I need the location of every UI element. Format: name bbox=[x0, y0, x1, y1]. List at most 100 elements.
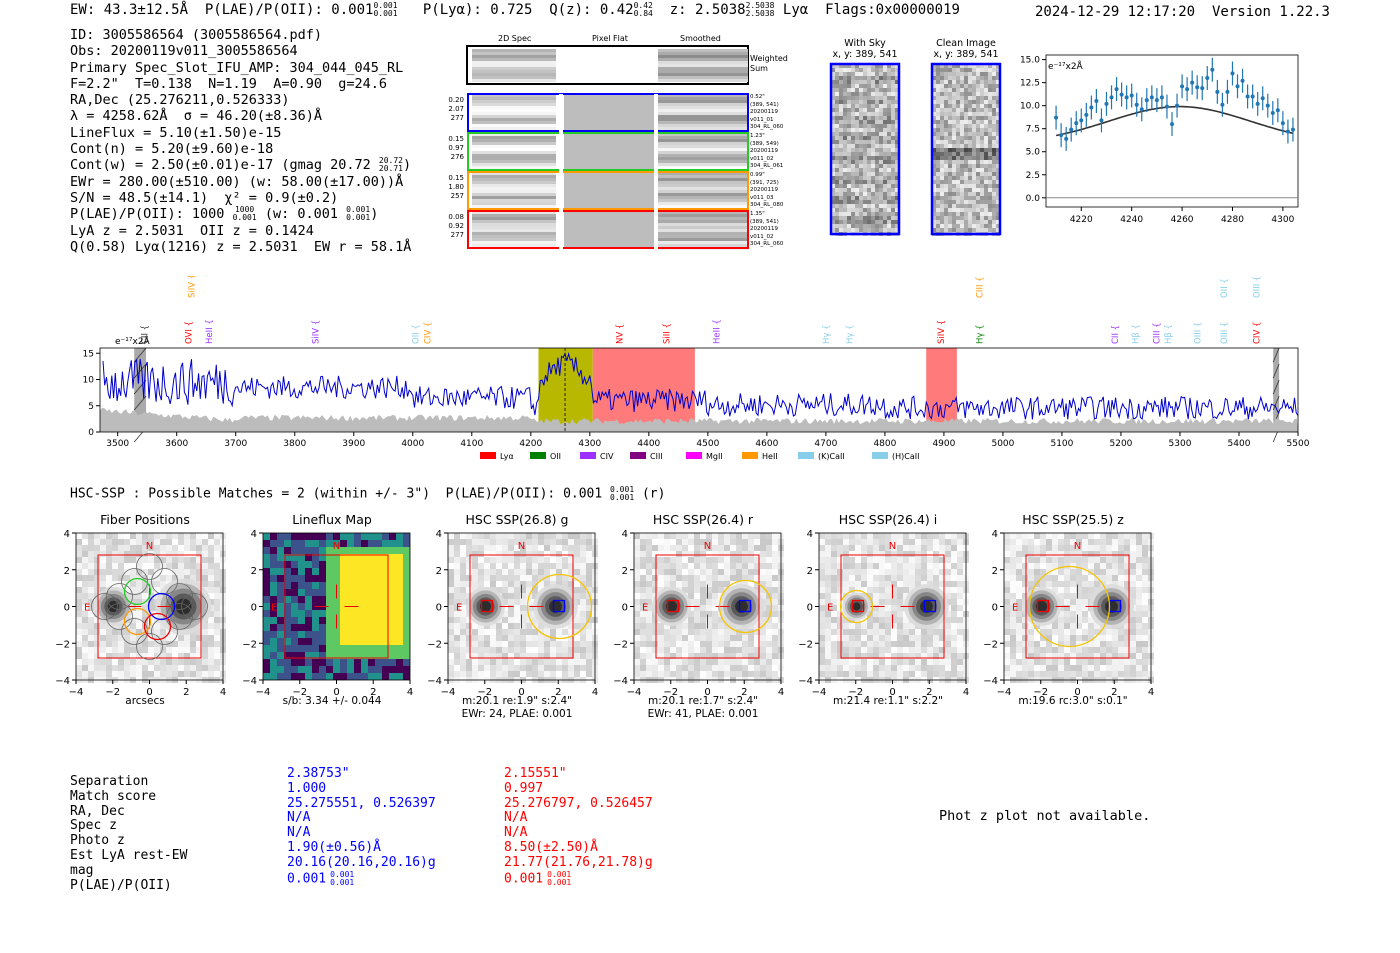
zoom-data-point bbox=[1149, 85, 1154, 110]
svg-text:−4: −4 bbox=[55, 676, 70, 687]
spectrum-line-label: Hγ { bbox=[975, 324, 985, 344]
zoom-data-point bbox=[1170, 112, 1174, 137]
spectrum-xtick: 5400 bbox=[1228, 439, 1251, 449]
info-fwhm: F=2.2" T=0.138 N=1.19 A=0.90 g=24.6 bbox=[70, 75, 387, 92]
with-sky-image bbox=[829, 62, 901, 236]
zoom-xtick: 4260 bbox=[1171, 215, 1194, 225]
spectrum-highlight-region bbox=[538, 348, 593, 432]
hsc-panel-1: N E −4 4 −2 2 0 0 2 −2 4 −4 bbox=[242, 530, 413, 698]
spectrum-line-label: OIII { bbox=[1253, 276, 1263, 298]
spectrum-xtick: 5000 bbox=[991, 439, 1014, 449]
spectrum-legend-item: HeII bbox=[742, 452, 778, 461]
match-table-label: Est LyA rest-EW bbox=[70, 847, 188, 863]
spectrum-xtick: 4800 bbox=[873, 439, 896, 449]
svg-text:0: 0 bbox=[333, 687, 339, 698]
zoom-data-point bbox=[1210, 57, 1215, 82]
zoom-data-point bbox=[1190, 70, 1195, 95]
hsc-panel-caption: m:20.1 re:1.7" s:2.4" EWr: 41, PLAE: 0.00… bbox=[647, 695, 759, 720]
match-table-value: 8.50(±2.50)Å bbox=[504, 839, 598, 855]
svg-text:−2: −2 bbox=[55, 639, 70, 650]
zoom-ytick: 12.5 bbox=[1020, 79, 1040, 89]
spectrum-legend-item: (K)CaII bbox=[798, 452, 845, 461]
match-table-value: N/A bbox=[504, 825, 528, 841]
svg-text:−4: −4 bbox=[256, 687, 271, 698]
info-sn: S/N = 48.5(±14.1) χ² = 0.9(±0.2) bbox=[70, 189, 339, 206]
hsc-panel-caption: m:19.6 rc:3.0" s:0.1" bbox=[1018, 695, 1128, 707]
spectrum-line-label: CIII { bbox=[975, 276, 985, 298]
svg-text:−4: −4 bbox=[627, 687, 642, 698]
zoom-ytick: 7.5 bbox=[1026, 125, 1040, 135]
zoom-data-point bbox=[1240, 68, 1245, 93]
svg-text:4: 4 bbox=[436, 530, 442, 540]
info-plae: P(LAE)/P(OII): 1000 1000 0.001 (w: 0.001 … bbox=[70, 205, 379, 223]
cutout-row-3 bbox=[467, 210, 749, 250]
zoom-ytick: 2.5 bbox=[1026, 171, 1040, 181]
svg-text:MgII: MgII bbox=[706, 452, 723, 461]
spectrum-noise-band bbox=[100, 407, 1298, 432]
spectrum-flux-line bbox=[102, 351, 1299, 420]
spectrum-legend-item: Lyα bbox=[480, 452, 514, 461]
zoom-data-point bbox=[1200, 76, 1205, 101]
svg-text:2: 2 bbox=[64, 566, 70, 577]
hsc-panel-caption: s/b: 3.34 +/- 0.044 bbox=[282, 695, 382, 707]
zoom-ytick: 10.0 bbox=[1020, 102, 1040, 112]
match-table-value: 1.90(±0.56)Å bbox=[287, 839, 381, 855]
spectrum-legend-item: OII bbox=[530, 452, 561, 461]
match-table-value: 25.275551, 0.526397 bbox=[287, 795, 436, 811]
match-table-value: N/A bbox=[504, 810, 528, 826]
spectrum-xtick: 3800 bbox=[283, 439, 306, 449]
match-table-value: 20.16(20.16,20.16)g bbox=[287, 854, 436, 870]
svg-text:4: 4 bbox=[778, 687, 784, 698]
cutout-row-0 bbox=[467, 93, 749, 133]
spectrum-xtick: 5500 bbox=[1287, 439, 1310, 449]
zoom-data-point bbox=[1059, 123, 1064, 148]
svg-text:E: E bbox=[271, 603, 277, 614]
spectrum-xtick: 5100 bbox=[1050, 439, 1073, 449]
match-table-value: 2.15551" bbox=[504, 766, 567, 781]
zoom-data-point bbox=[1134, 92, 1139, 117]
spectrum-xtick: 4400 bbox=[637, 439, 660, 449]
spectrum-line-label: OII { bbox=[1220, 278, 1230, 298]
spectrum-legend-item: MgII bbox=[686, 452, 723, 461]
svg-text:−4: −4 bbox=[427, 676, 442, 687]
spectrum-ytick: 10 bbox=[83, 376, 95, 386]
cutout-row-2 bbox=[467, 171, 749, 211]
svg-text:−2: −2 bbox=[613, 639, 628, 650]
col-header-2dspec: 2D Spec bbox=[498, 34, 532, 43]
header-line: EW: 43.3±12.5Å P(LAE)/P(OII): 0.001 0.001… bbox=[70, 1, 960, 19]
zoom-data-point bbox=[1260, 86, 1265, 111]
col-header-smoothed: Smoothed bbox=[680, 34, 721, 43]
zoom-data-point bbox=[1195, 75, 1200, 100]
spectrum-ytick: 5 bbox=[88, 402, 94, 412]
spectrum-xtick: 4600 bbox=[755, 439, 778, 449]
spectrum-line-label: SiIV { bbox=[937, 320, 947, 344]
spectrum-legend-item: (H)CaII bbox=[872, 452, 919, 461]
match-table-label: Separation bbox=[70, 774, 149, 789]
zoom-ytick: 0.0 bbox=[1026, 194, 1041, 204]
match-table-label: P(LAE)/P(OII) bbox=[70, 877, 172, 893]
cutout-row-side-label: 0.99" (391, 725) 20200119 v011_03 304_RL_080 bbox=[750, 172, 784, 208]
svg-text:2: 2 bbox=[251, 566, 257, 577]
header-line-id: Lyα bbox=[782, 2, 809, 18]
svg-text:2: 2 bbox=[183, 687, 189, 698]
svg-text:−2: −2 bbox=[427, 639, 442, 650]
svg-text:2: 2 bbox=[622, 566, 628, 577]
zoom-ytick: 5.0 bbox=[1026, 148, 1041, 158]
svg-text:0: 0 bbox=[622, 603, 628, 614]
spectrum-line-label: NV { bbox=[615, 324, 625, 344]
svg-text:2: 2 bbox=[555, 687, 561, 698]
svg-text:2: 2 bbox=[741, 687, 747, 698]
svg-text:E: E bbox=[642, 603, 648, 614]
match-table-blue: 2.38753" 1.000 25.275551, 0.526397 N/A N/A 1.… bbox=[287, 766, 436, 887]
svg-text:4: 4 bbox=[64, 530, 70, 540]
zoom-data-point bbox=[1099, 108, 1104, 133]
svg-text:2: 2 bbox=[370, 687, 376, 698]
zoom-fit-curve bbox=[1055, 105, 1294, 137]
zoom-xtick: 4220 bbox=[1070, 215, 1093, 225]
header-qz: Q(z): 0.42 bbox=[549, 2, 634, 18]
svg-text:4: 4 bbox=[251, 530, 257, 540]
with-sky-title: With Sky x, y: 389, 541 bbox=[832, 38, 898, 60]
spectrum-xtick: 4100 bbox=[460, 439, 483, 449]
match-table-label: Match score bbox=[70, 788, 157, 804]
svg-text:N: N bbox=[518, 541, 525, 552]
